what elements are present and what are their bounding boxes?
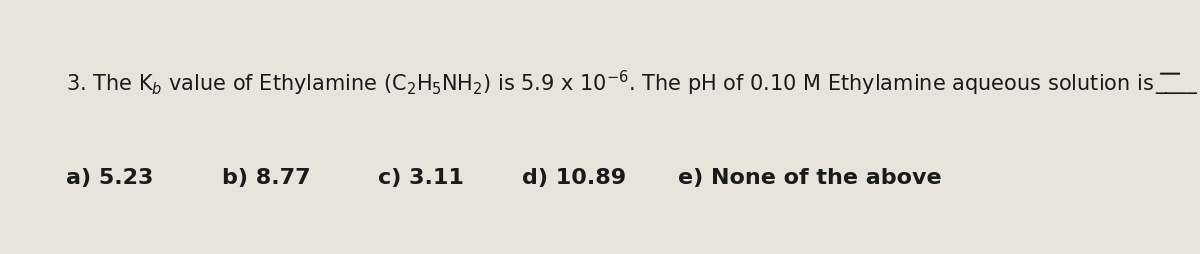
- Text: a) 5.23: a) 5.23: [66, 168, 154, 188]
- Text: b) 8.77: b) 8.77: [222, 168, 311, 188]
- Text: d) 10.89: d) 10.89: [522, 168, 626, 188]
- Text: 3. The K$_b$ value of Ethylamine (C$_2$H$_5$NH$_2$) is 5.9 x 10$^{-6}$. The pH o: 3. The K$_b$ value of Ethylamine (C$_2$H…: [66, 69, 1154, 98]
- Text: e) None of the above: e) None of the above: [678, 168, 942, 188]
- Text: c) 3.11: c) 3.11: [378, 168, 464, 188]
- Text: ____: ____: [1156, 74, 1198, 94]
